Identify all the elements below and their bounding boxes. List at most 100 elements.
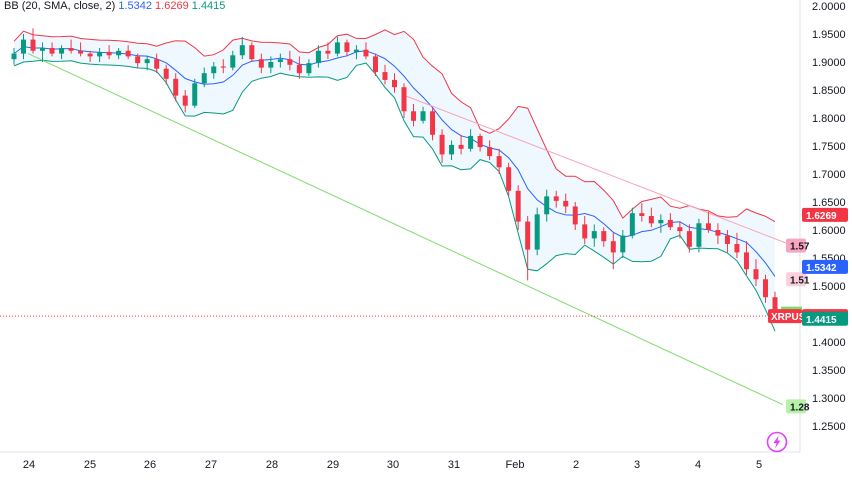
candle-body [477,135,483,148]
candle-body [68,48,74,51]
candle-body [296,64,302,74]
candle-body [344,42,350,52]
candle-body [21,39,27,54]
candle-body [601,231,607,242]
candle-body [306,63,312,74]
candle-body [458,144,464,149]
x-tick-label: 24 [23,459,35,471]
candle-body [372,56,378,73]
y-tick-label: 1.6500 [812,197,846,209]
candle-body [506,167,512,191]
candle-body [553,196,559,201]
candle-body [334,42,340,54]
candle-body [563,200,569,207]
candle-body [49,48,55,54]
candle-body [753,269,759,280]
y-tick-label: 1.4000 [812,337,846,349]
candle-body [382,72,388,80]
bb-basis-tag-bg [802,259,848,274]
candle-body [392,79,397,88]
trendline-mid-tag: 1.51 [790,275,810,286]
candle-body [534,214,540,250]
trendline-upper-tag-bg [786,238,806,253]
bb-lower-tag: 1.4415 [806,315,837,326]
candle-body [192,83,198,106]
candle-body [125,50,131,57]
bb-lower-tag-bg [802,311,848,326]
bb-upper-line [13,29,776,223]
candle-body [325,50,331,54]
trendline-mid-tag-bg [786,272,806,287]
candle-body [430,111,436,135]
candle-body [724,235,730,244]
y-tick-label: 1.5000 [812,281,846,293]
candle-body [705,223,711,230]
candle-body [249,45,255,60]
candle-body [182,95,188,106]
indicator-name: BB (20, SMA, close, 2) [4,0,116,12]
candle-body [667,219,673,228]
candle-body [544,196,550,215]
candle-body [629,213,635,236]
x-tick-label: 30 [387,459,399,471]
candle-body [772,297,778,317]
x-tick-label: 26 [144,459,156,471]
candle-body [154,59,160,69]
candle-body [411,111,417,121]
trendline-upper [404,95,804,251]
symbol-tag: XRPUSD [771,312,813,323]
candle-body [97,51,103,57]
candle-body [439,134,445,155]
candle-body [268,62,274,68]
bb-upper-value: 1.6269 [155,0,189,12]
bb-basis-line [13,46,776,277]
indicator-legend: BB (20, SMA, close, 2) 1.5342 1.6269 1.4… [4,0,225,12]
x-tick-label: 4 [695,459,701,471]
y-tick-label: 1.7000 [812,169,846,181]
candle-body [449,144,455,155]
x-tick-label: 3 [634,459,640,471]
candle-body [496,156,502,168]
candle-body [363,49,369,57]
bb-band-fill [14,29,775,332]
candle-body [487,147,493,157]
candle-body [686,231,692,247]
candle-body [220,66,226,68]
y-tick-label: 1.6000 [812,225,846,237]
trendline-lower [27,53,784,406]
candle-body [743,252,749,270]
bb-basis-tag: 1.5342 [806,263,837,274]
y-tick-label: 1.9000 [812,57,846,69]
candle-body [696,223,702,247]
candle-body [591,231,597,239]
candle-body [258,59,264,68]
candle-body [30,39,36,51]
candle-body [620,235,626,253]
candle-body [78,50,84,54]
candle-body [572,206,578,225]
y-tick-label: 1.8000 [812,113,846,125]
x-tick-label: 31 [448,459,460,471]
candle-body [239,45,245,56]
tradingview-bolt-icon [766,431,788,453]
y-tick-label: 2.0000 [812,1,846,13]
candle-body [420,111,426,121]
candle-body [582,224,588,239]
candle-body [173,78,179,96]
candle-body [639,213,645,216]
candle-body [401,87,407,112]
candle-body [116,50,122,56]
candle-body [59,48,65,54]
candle-body [658,219,664,224]
bb-upper-tag: 1.6269 [806,211,837,222]
candle-body [762,279,768,298]
y-tick-label: 1.2500 [812,421,846,433]
candle-body [230,55,236,68]
y-tick-label: 1.7500 [812,141,846,153]
candle-body [468,135,474,149]
bb-basis-value: 1.5342 [118,0,152,12]
candle-body [715,230,721,236]
y-tick-label: 1.3000 [812,393,846,405]
candle-body [201,73,207,84]
